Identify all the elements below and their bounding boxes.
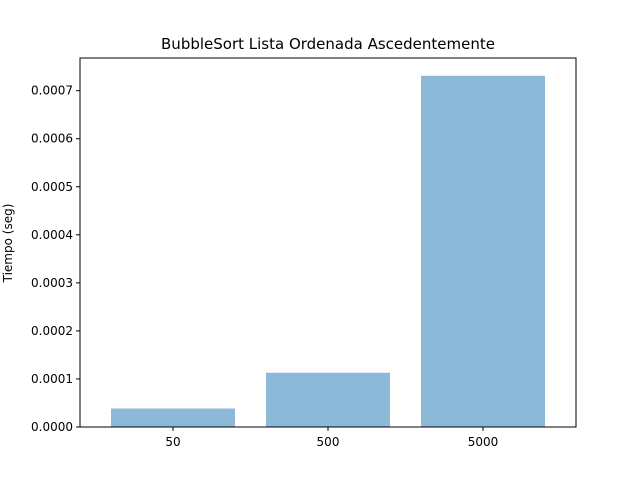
x-tick-label: 500 [317, 435, 340, 449]
y-tick-label: 0.0002 [31, 324, 73, 338]
y-tick-label: 0.0005 [31, 180, 73, 194]
chart-title: BubbleSort Lista Ordenada Ascedentemente [161, 35, 495, 53]
bar-500 [266, 372, 390, 427]
y-tick-label: 0.0001 [31, 372, 73, 386]
bar-5000 [421, 75, 545, 427]
y-tick-label: 0.0003 [31, 276, 73, 290]
bars-group [111, 75, 545, 427]
y-tick-label: 0.0000 [31, 420, 73, 434]
x-ticks-group: 50 500 5000 [165, 427, 498, 449]
y-axis-label: Tiempo (seg) [1, 204, 15, 284]
y-tick-label: 0.0004 [31, 228, 73, 242]
plot-frame [79, 57, 577, 428]
y-tick-label: 0.0007 [31, 84, 73, 98]
x-tick-label: 50 [165, 435, 180, 449]
x-tick-label: 5000 [468, 435, 499, 449]
bar-50 [111, 408, 235, 427]
y-tick-label: 0.0006 [31, 132, 73, 146]
y-ticks-group: 0.0000 0.0001 0.0002 0.0003 0.0004 0.0005 0.00… [31, 84, 80, 434]
